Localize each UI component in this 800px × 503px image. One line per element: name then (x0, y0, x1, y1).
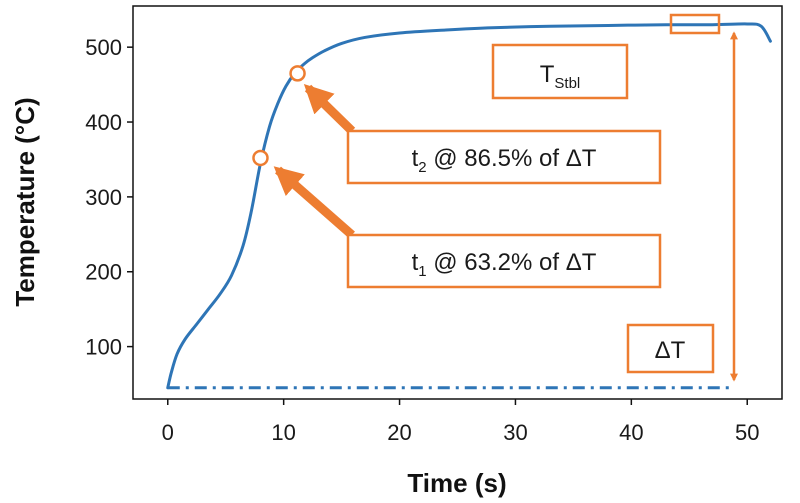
delta-t-label: ΔT (655, 337, 686, 364)
points-layer (252, 65, 306, 167)
t1-label: @ 63.2% of ΔT (427, 249, 597, 276)
x-tick-label: 10 (271, 420, 295, 445)
t2-label: @ 86.5% of ΔT (427, 145, 597, 172)
x-axis-label: Time (s) (407, 468, 506, 498)
t2-sub: 2 (418, 159, 426, 176)
delta-t-annotation: ΔT (626, 323, 715, 374)
t1-main: t (412, 249, 419, 276)
t1-sub: 1 (418, 263, 426, 280)
y-axis: 100 200 300 400 500 (85, 35, 133, 360)
t2-point (289, 65, 306, 82)
t2-arrow (303, 83, 356, 135)
tstbl-main: T (540, 61, 555, 88)
t2-annotation: t2 @ 86.5% of ΔT (346, 129, 662, 185)
steady-state-marker (669, 13, 721, 35)
plot-frame (132, 5, 783, 400)
x-tick-label: 30 (503, 420, 527, 445)
y-tick-label: 200 (85, 260, 122, 285)
y-tick-label: 100 (85, 335, 122, 360)
x-tick-label: 20 (387, 420, 411, 445)
x-axis: 0 10 20 30 40 50 (162, 399, 759, 445)
tstbl-sub: Stbl (554, 75, 580, 92)
y-axis-label: Temperature (°C) (10, 97, 40, 306)
t2-main: t (412, 145, 419, 172)
svg-text:TStbl: TStbl (540, 61, 581, 92)
x-tick-label: 50 (735, 420, 759, 445)
t1-annotation: t1 @ 63.2% of ΔT (346, 233, 662, 289)
t1-point (252, 149, 269, 167)
x-tick-label: 0 (162, 420, 174, 445)
y-tick-label: 300 (85, 185, 122, 210)
svg-text:t2 @ 86.5% of ΔT: t2 @ 86.5% of ΔT (412, 145, 597, 176)
y-tick-label: 500 (85, 35, 122, 60)
tstbl-annotation: TStbl (491, 43, 629, 100)
y-tick-label: 400 (85, 110, 122, 135)
x-tick-label: 40 (619, 420, 643, 445)
t1-arrow (273, 166, 355, 239)
svg-text:t1 @ 63.2% of ΔT: t1 @ 63.2% of ΔT (412, 249, 597, 280)
